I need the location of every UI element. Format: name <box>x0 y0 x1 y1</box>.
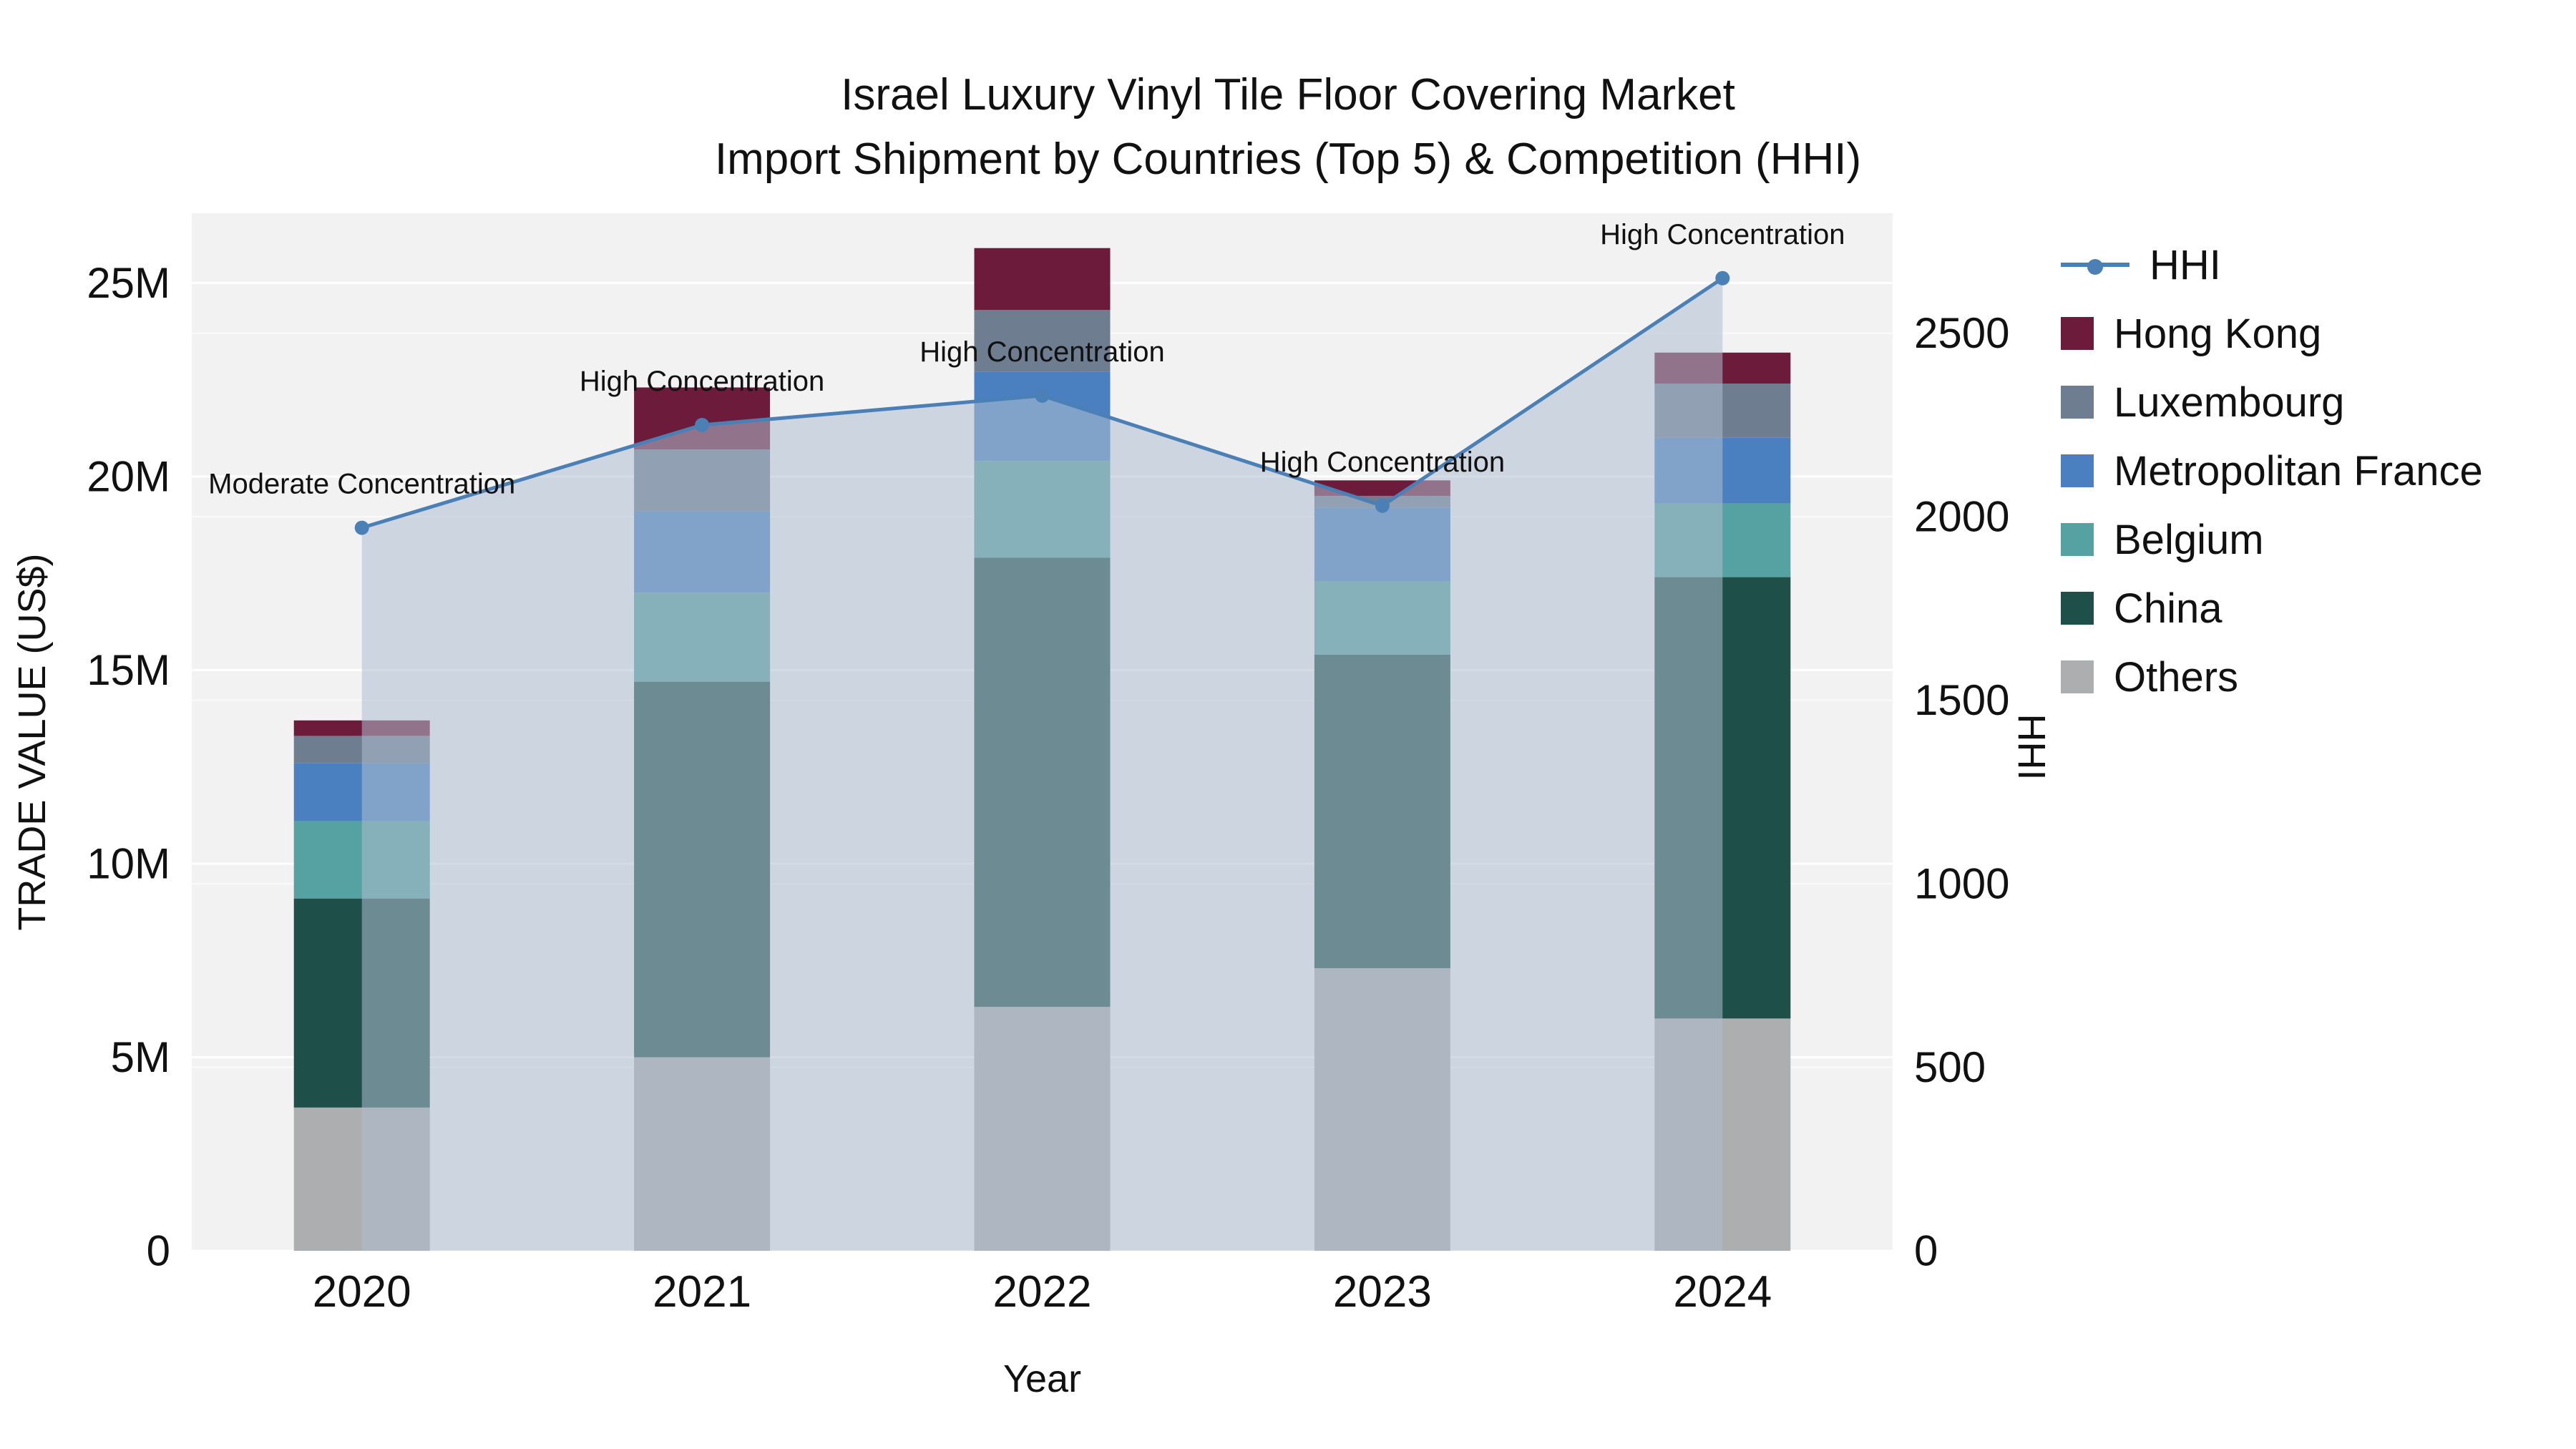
y-left-tick: 5M <box>111 1033 170 1081</box>
x-tick-2024: 2024 <box>1673 1267 1772 1317</box>
legend-color-swatch <box>2061 592 2094 625</box>
hhi-marker-2021 <box>695 417 710 432</box>
hhi-marker-2020 <box>354 520 369 535</box>
legend-label: Luxembourg <box>2114 379 2345 426</box>
legend-label: Metropolitan France <box>2114 447 2483 494</box>
hhi-marker-2022 <box>1035 388 1050 403</box>
y-right-tick: 500 <box>1914 1043 1986 1091</box>
legend: HHI Hong Kong Luxembourg Metropolitan Franc… <box>2061 230 2483 711</box>
legend-item-luxembourg[interactable]: Luxembourg <box>2061 368 2483 436</box>
legend-label: Others <box>2114 653 2239 701</box>
hhi-marker-2023 <box>1375 498 1390 513</box>
legend-item-china[interactable]: China <box>2061 574 2483 643</box>
legend-label: Hong Kong <box>2114 310 2322 357</box>
legend-item-metropolitan-france[interactable]: Metropolitan France <box>2061 436 2483 505</box>
left-axis-title: TRADE VALUE (US$) <box>11 553 54 931</box>
legend-color-swatch <box>2061 454 2094 487</box>
hhi-marker-2024 <box>1715 270 1730 286</box>
y-right-tick-labels: 0 500 1000 1500 2000 2500 <box>1914 309 2009 1274</box>
annotations: Moderate Concentration High Concentration… <box>208 219 1845 500</box>
legend-label: China <box>2114 585 2223 632</box>
y-left-tick: 15M <box>87 646 170 694</box>
x-tick-2023: 2023 <box>1333 1267 1432 1317</box>
annotation-2022: High Concentration <box>919 336 1164 368</box>
hhi-area <box>361 278 1723 1251</box>
bar-segment-luxembourg-2022 <box>974 310 1111 372</box>
y-right-tick: 0 <box>1914 1227 1938 1275</box>
legend-item-others[interactable]: Others <box>2061 643 2483 711</box>
x-tick-labels: 2020 2021 2022 2023 2024 <box>313 1267 1772 1317</box>
legend-item-hhi[interactable]: HHI <box>2061 230 2483 299</box>
x-tick-2020: 2020 <box>313 1267 411 1317</box>
annotation-2020: Moderate Concentration <box>208 469 515 500</box>
x-tick-2021: 2021 <box>653 1267 751 1317</box>
y-right-tick: 1500 <box>1914 676 2009 724</box>
legend-line-swatch <box>2061 259 2129 275</box>
y-left-tick: 0 <box>147 1227 170 1275</box>
y-left-tick: 25M <box>87 259 170 307</box>
legend-label: HHI <box>2150 241 2221 288</box>
y-right-tick: 2500 <box>1914 309 2009 357</box>
right-axis-title: HHI <box>2010 713 2053 781</box>
hhi-markers <box>354 270 1730 535</box>
annotation-2021: High Concentration <box>580 366 824 397</box>
x-axis-title: Year <box>1002 1357 1082 1400</box>
x-tick-2022: 2022 <box>993 1267 1092 1317</box>
legend-color-swatch <box>2061 317 2094 350</box>
chart-title: Israel Luxury Vinyl Tile Floor Covering … <box>841 70 1735 119</box>
legend-item-belgium[interactable]: Belgium <box>2061 505 2483 574</box>
y-left-tick: 20M <box>87 452 170 500</box>
y-right-tick: 2000 <box>1914 493 2009 541</box>
legend-color-swatch <box>2061 386 2094 419</box>
legend-color-swatch <box>2061 523 2094 556</box>
y-left-tick-labels: 0 5M 10M 15M 20M 25M <box>87 259 170 1275</box>
bar-segment-hong-kong-2022 <box>974 248 1111 311</box>
y-left-tick: 10M <box>87 839 170 887</box>
chart-title-block: Israel Luxury Vinyl Tile Floor Covering … <box>0 63 2576 192</box>
annotation-2024: High Concentration <box>1600 219 1845 250</box>
legend-item-hong-kong[interactable]: Hong Kong <box>2061 299 2483 368</box>
annotation-2023: High Concentration <box>1260 447 1505 478</box>
legend-color-swatch <box>2061 660 2094 693</box>
chart-subtitle: Import Shipment by Countries (Top 5) & C… <box>714 134 1862 184</box>
y-right-tick: 1000 <box>1914 860 2009 908</box>
legend-label: Belgium <box>2114 516 2264 563</box>
